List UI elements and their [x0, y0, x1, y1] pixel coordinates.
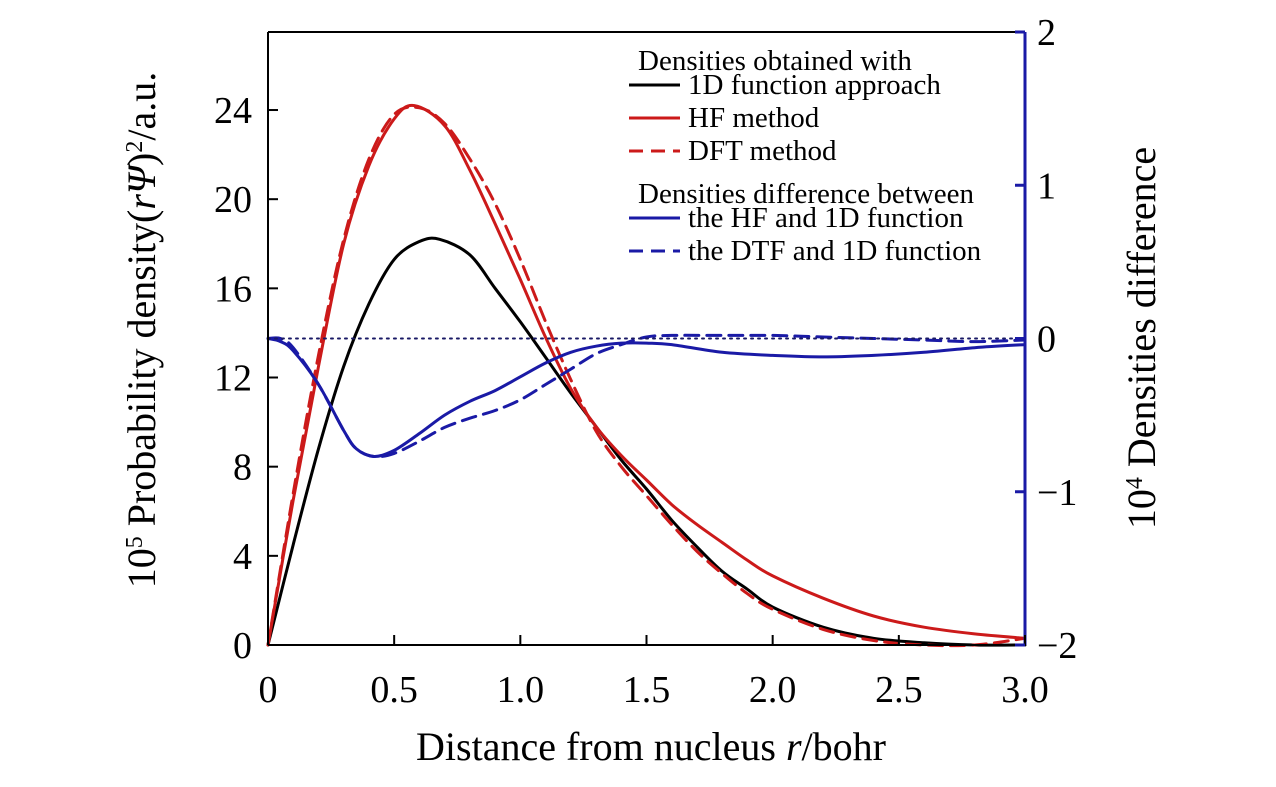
y-right-tick-label: −1 — [1037, 472, 1077, 514]
series-line-the-dtf-and-1d-function — [266, 333, 1027, 459]
x-tick-label: 2.0 — [749, 669, 797, 711]
y-right-tick-label: −2 — [1037, 625, 1077, 667]
x-axis-title: Distance from nucleus r/bohr — [416, 724, 886, 769]
legend-label-the-hf-and-1d-function: the HF and 1D function — [688, 202, 964, 234]
y-left-tick-label: 16 — [214, 268, 252, 310]
x-tick-label: 2.5 — [875, 669, 923, 711]
x-tick-label: 3.0 — [1001, 669, 1049, 711]
y-right-tick-label: 2 — [1037, 12, 1056, 54]
y-right-tick-label: 1 — [1037, 165, 1056, 207]
legend-heading-difference: Densities difference between — [638, 178, 975, 210]
x-tick-label: 1.0 — [497, 669, 545, 711]
y-left-tick-label: 24 — [214, 90, 252, 132]
series-line-dft-method — [266, 105, 1027, 648]
x-tick-label: 0 — [259, 669, 278, 711]
series-line-1d-function-approach — [266, 236, 1027, 647]
y-left-tick-label: 20 — [214, 179, 252, 221]
legend: Densities obtained with Densities differ… — [629, 45, 982, 267]
y-left-tick-label: 4 — [233, 536, 252, 578]
y-left-tick-label: 8 — [233, 447, 252, 489]
series-layer — [266, 103, 1027, 648]
y-right-tick-label: 0 — [1037, 319, 1056, 361]
y-axis-left-title: 105 Probability density(rΨ)2/a.u. — [119, 72, 164, 589]
y-left-tick-label: 0 — [233, 625, 252, 667]
y-axis-right-title: 104 Densities difference — [1119, 147, 1164, 529]
x-tick-label: 1.5 — [623, 669, 671, 711]
y-left-tick-label: 12 — [214, 358, 252, 400]
legend-label-1d-function-approach: 1D function approach — [688, 69, 941, 101]
x-tick-label: 0.5 — [370, 669, 418, 711]
legend-label-the-dtf-and-1d-function: the DTF and 1D function — [688, 235, 982, 267]
legend-label-hf-method: HF method — [688, 102, 820, 134]
series-line-the-hf-and-1d-function — [266, 337, 1027, 459]
legend-heading-densities: Densities obtained with — [638, 45, 912, 77]
legend-label-dft-method: DFT method — [688, 135, 837, 167]
